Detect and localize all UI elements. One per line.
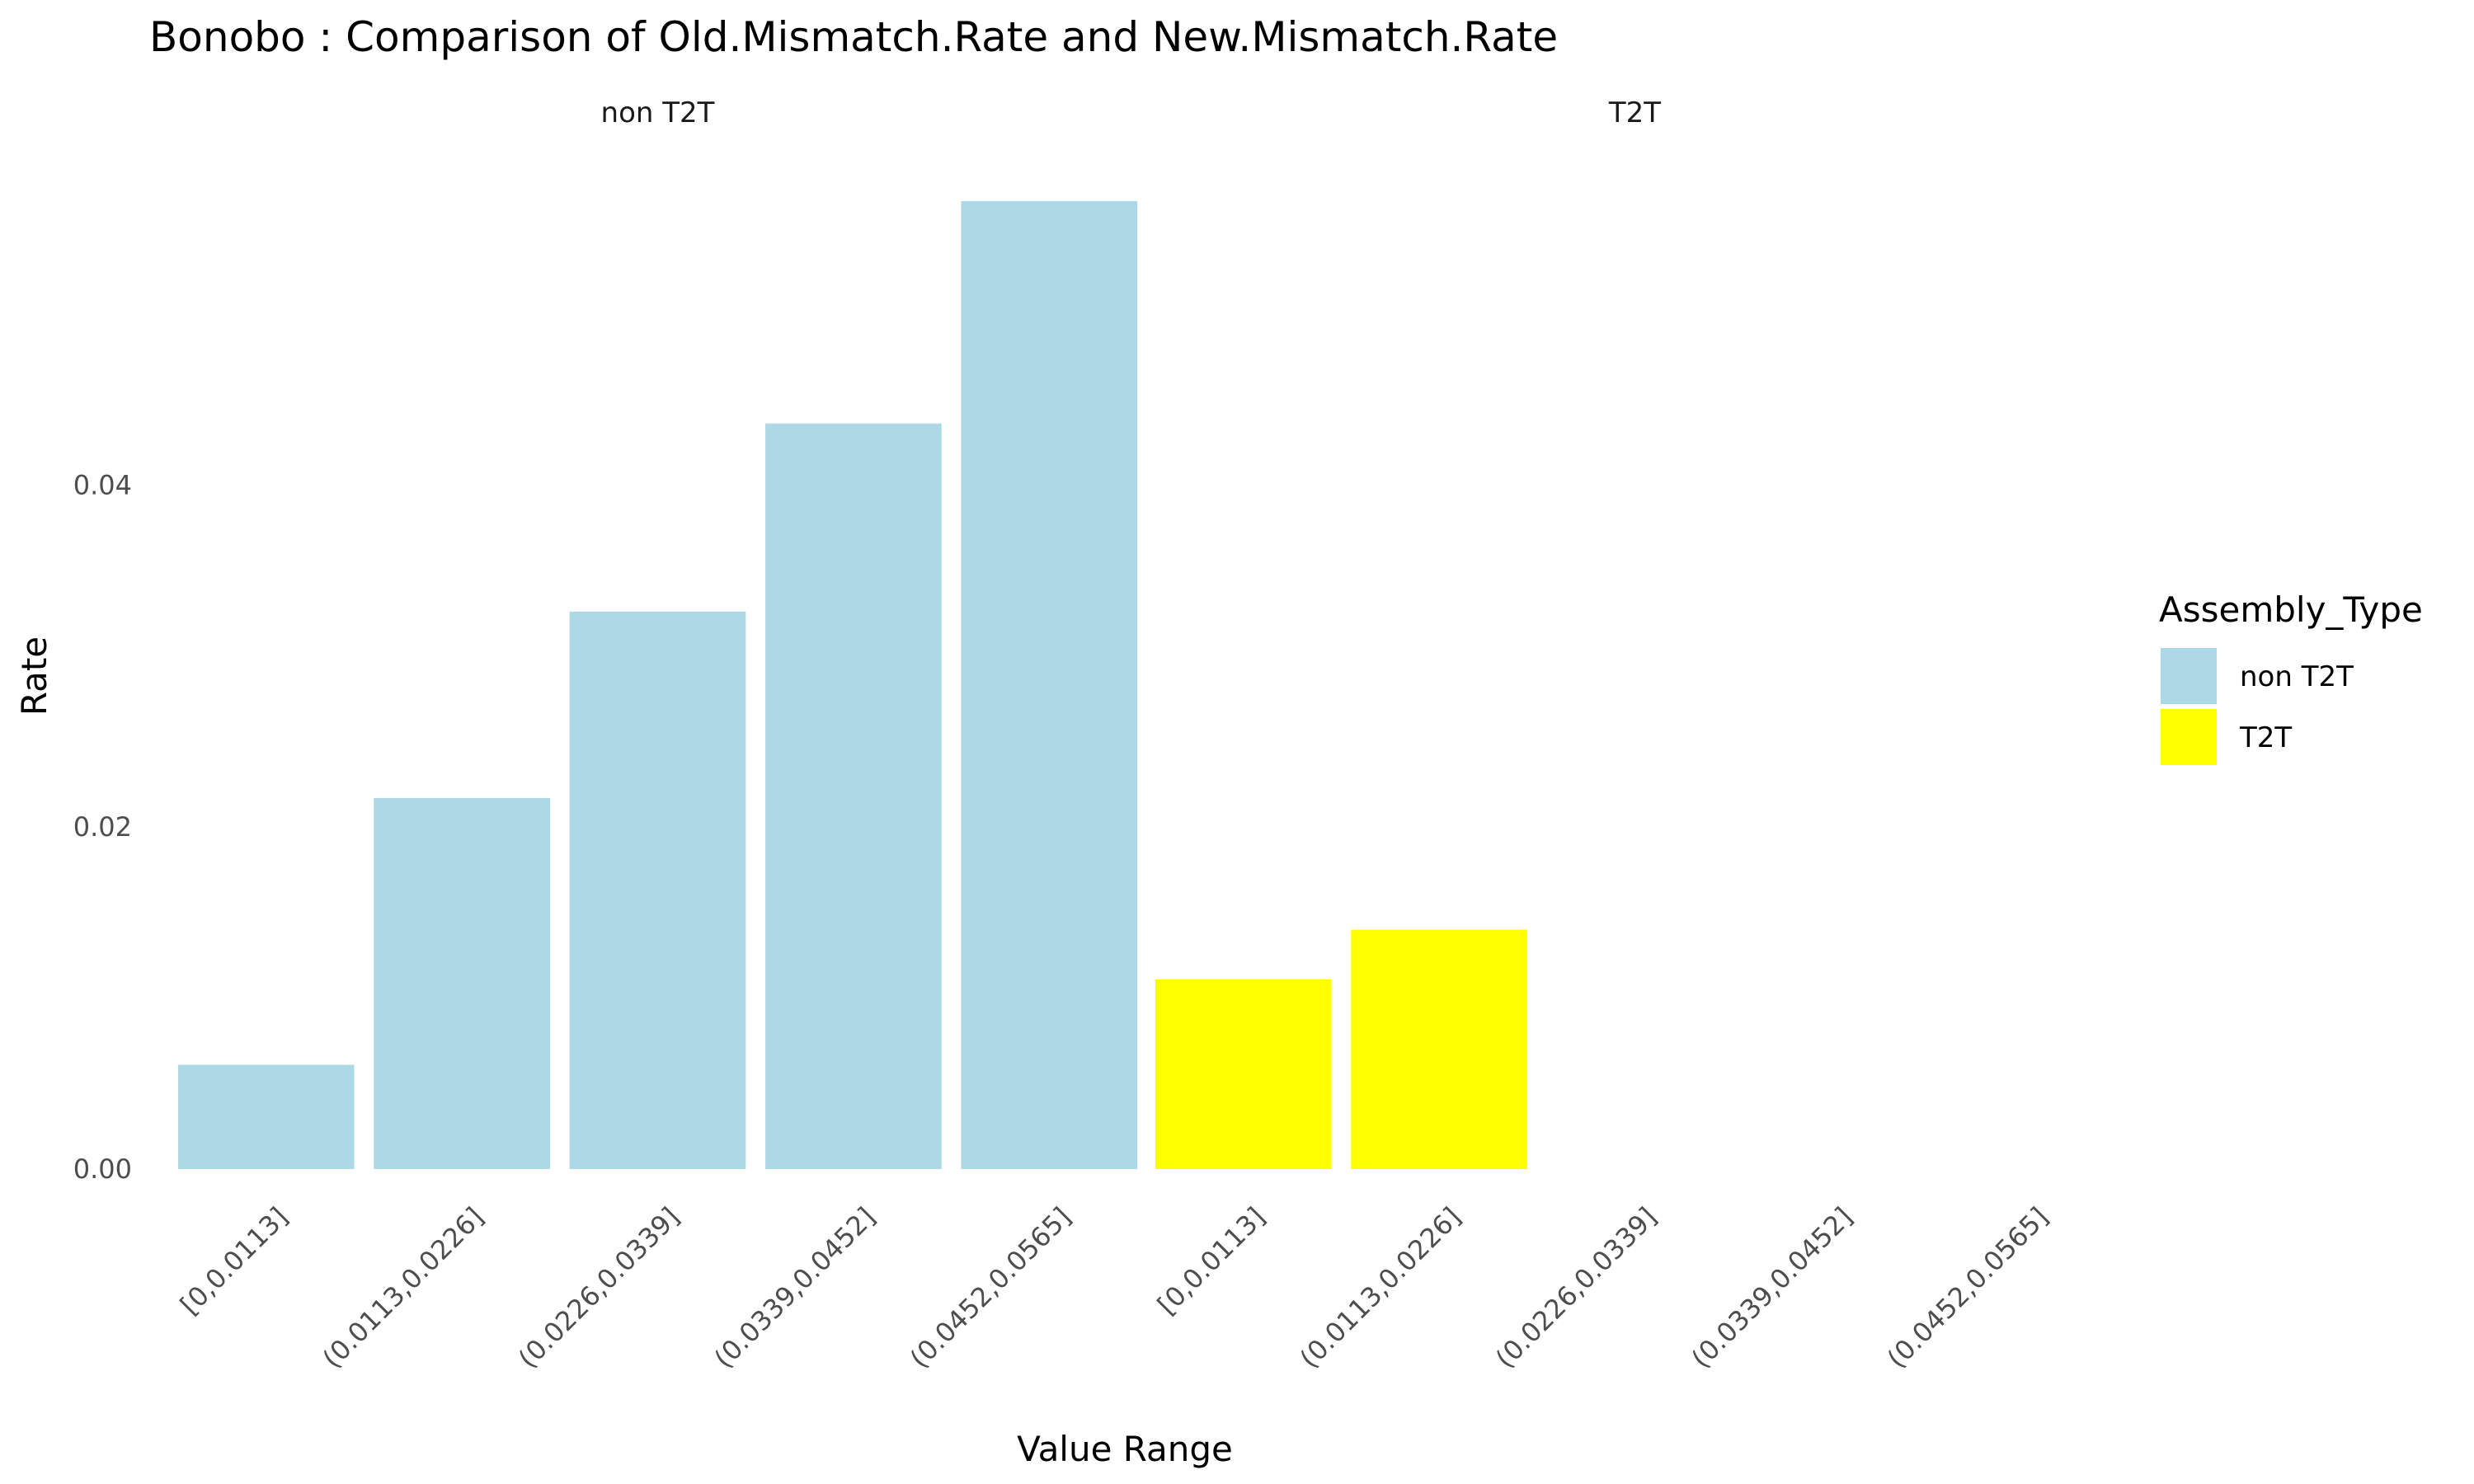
y-axis-title: Rate <box>14 636 54 716</box>
bar <box>1351 929 1527 1169</box>
facet-strip-label: non T2T <box>601 96 715 129</box>
x-tick-label: (0.0339,0.0452] <box>1685 1201 1858 1374</box>
y-tick-label: 0.04 <box>73 469 132 500</box>
y-tick-label: 0.00 <box>73 1153 132 1185</box>
x-tick-label: (0.0226,0.0339] <box>1489 1201 1663 1374</box>
x-tick-label: (0.0452,0.0565] <box>1881 1201 2054 1374</box>
bar <box>765 423 942 1169</box>
facet-panel: T2T [0,0.0113] (0.0113,0.0226] (0.0226,0.03… <box>1151 96 2054 1374</box>
x-tick-label: (0.0113,0.0226] <box>317 1201 490 1374</box>
facet-panels: non T2T[0,0.0113] (0.0113,0.0226] (0.0226,… <box>174 96 2054 1374</box>
x-tick-label: (0.0226,0.0339] <box>512 1201 685 1374</box>
y-tick-label: 0.02 <box>73 811 132 843</box>
chart-title: Bonobo : Comparison of Old.Mismatch.Rate… <box>149 13 1558 61</box>
legend-label: T2T <box>2239 721 2292 754</box>
x-axis-title: Value Range <box>1017 1429 1233 1469</box>
bar <box>177 1064 355 1169</box>
x-tick-label: [0,0.0113] <box>1151 1201 1271 1321</box>
legend-label: non T2T <box>2240 660 2354 693</box>
x-tick-label: [0,0.0113] <box>174 1201 294 1321</box>
legend-title: Assembly_Type <box>2159 589 2423 630</box>
x-tick-label: (0.0339,0.0452] <box>708 1201 881 1374</box>
facet-panel: non T2T [0,0.0113] (0.0113,0.0226] (0.0226,… <box>174 96 1138 1374</box>
legend: Assembly_Type non T2T T2T <box>2159 589 2423 765</box>
y-axis-ticks: 0.00 0.02 0.04 <box>73 469 132 1185</box>
bar <box>569 611 746 1169</box>
x-tick-label: (0.0113,0.0226] <box>1294 1201 1467 1374</box>
x-tick-label: (0.0452,0.0565] <box>904 1201 1077 1374</box>
legend-items: non T2T T2T <box>2161 648 2354 765</box>
facet-strip-label: T2T <box>1608 96 1661 129</box>
bar <box>961 201 1138 1169</box>
bar <box>1155 979 1332 1169</box>
bar <box>374 797 550 1169</box>
legend-swatch <box>2161 648 2217 704</box>
legend-swatch <box>2161 709 2217 765</box>
